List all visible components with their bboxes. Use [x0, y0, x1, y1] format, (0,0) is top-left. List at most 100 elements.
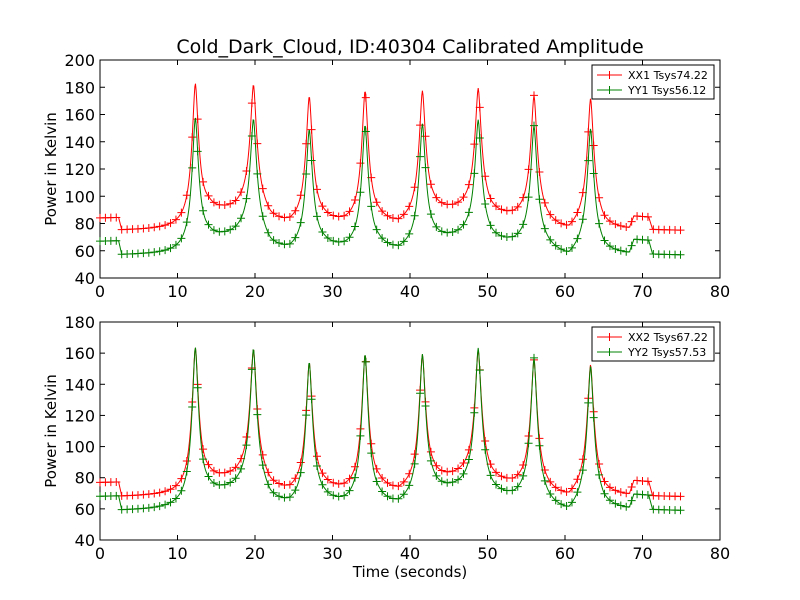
data-marker [367, 202, 376, 211]
data-marker [242, 441, 251, 450]
x-tick-label: 70 [632, 282, 652, 301]
bottom-panel: 0 10 20 30 40 50 60 70 80 40 60 80 100 120 140 160 180 Po… [42, 313, 730, 563]
data-marker [524, 193, 533, 202]
data-marker [426, 210, 435, 219]
data-marker [421, 402, 430, 411]
data-marker [524, 439, 533, 448]
data-marker [616, 501, 625, 510]
data-marker [405, 229, 414, 238]
data-marker [578, 215, 587, 224]
data-marker [459, 220, 468, 229]
data-marker [258, 184, 267, 193]
data-marker [193, 147, 202, 156]
data-marker [264, 228, 273, 237]
data-marker [199, 206, 208, 215]
data-marker [589, 169, 598, 178]
legend-box [591, 326, 715, 362]
data-marker [676, 506, 685, 515]
data-marker [372, 464, 381, 473]
data-marker [361, 357, 370, 366]
data-marker [318, 469, 327, 478]
data-marker [199, 445, 208, 454]
data-marker [519, 471, 528, 480]
data-marker [426, 456, 435, 465]
legend-marker [605, 333, 614, 341]
data-marker [454, 475, 463, 484]
data-marker [551, 483, 560, 492]
data-marker [318, 202, 327, 211]
data-marker [405, 481, 414, 490]
data-marker [291, 474, 300, 483]
data-marker [204, 191, 213, 200]
data-marker [600, 489, 609, 498]
data-marker [329, 491, 338, 500]
y-tick-label: 60 [75, 500, 95, 519]
data-marker [622, 222, 631, 231]
data-marker [182, 456, 191, 465]
data-marker [605, 217, 614, 226]
data-marker [551, 241, 560, 250]
data-marker [486, 471, 495, 480]
data-marker [426, 447, 435, 456]
data-marker [231, 196, 240, 205]
y-tick-label: 80 [75, 469, 95, 488]
data-marker [161, 221, 170, 230]
data-marker [334, 237, 343, 246]
data-marker [258, 212, 267, 221]
data-marker [508, 473, 517, 482]
data-marker [155, 222, 164, 231]
data-marker [144, 503, 153, 512]
data-marker [643, 491, 652, 500]
data-marker [258, 461, 267, 470]
chart-title: Cold_Dark_Cloud, ID:40304 Calibrated Amp… [176, 36, 643, 58]
data-marker [285, 493, 294, 502]
data-marker [177, 208, 186, 217]
legend-marker [605, 86, 614, 94]
data-marker [595, 193, 604, 202]
data-marker [616, 246, 625, 255]
data-marker [605, 496, 614, 505]
data-marker [150, 223, 159, 232]
data-marker [486, 194, 495, 203]
data-marker [676, 492, 685, 501]
data-marker [226, 199, 235, 208]
data-marker [188, 163, 197, 172]
data-marker [388, 481, 397, 490]
data-marker [378, 474, 387, 483]
data-marker [112, 491, 121, 500]
data-marker [209, 198, 218, 207]
data-marker [437, 477, 446, 486]
x-tick-label: 20 [245, 544, 265, 563]
data-marker [226, 467, 235, 475]
data-marker [622, 502, 631, 511]
x-tick-label: 80 [710, 544, 730, 563]
data-marker [350, 473, 359, 482]
data-marker [497, 484, 506, 493]
y-tick-label: 120 [64, 406, 95, 425]
data-marker [481, 445, 490, 454]
data-marker [242, 194, 251, 203]
data-marker [492, 202, 501, 211]
legend-marker [605, 348, 614, 356]
x-tick-label: 30 [322, 544, 342, 563]
x-tick-label: 0 [95, 282, 105, 301]
x-tick-label: 60 [555, 282, 575, 301]
data-marker [247, 99, 256, 108]
x-tick-label: 50 [477, 544, 497, 563]
data-marker [611, 220, 620, 229]
data-marker [383, 238, 392, 247]
data-marker [361, 127, 370, 136]
data-marker [600, 477, 609, 486]
data-marker [372, 198, 381, 207]
data-marker [226, 225, 235, 234]
data-marker [340, 237, 349, 246]
data-marker [464, 180, 473, 189]
data-marker [567, 484, 576, 493]
data-marker [334, 212, 343, 221]
data-marker [432, 471, 441, 480]
data-marker [188, 402, 197, 411]
data-marker [557, 245, 566, 254]
y-tick-label: 80 [75, 215, 95, 234]
data-marker [584, 156, 593, 165]
data-marker [676, 250, 685, 259]
